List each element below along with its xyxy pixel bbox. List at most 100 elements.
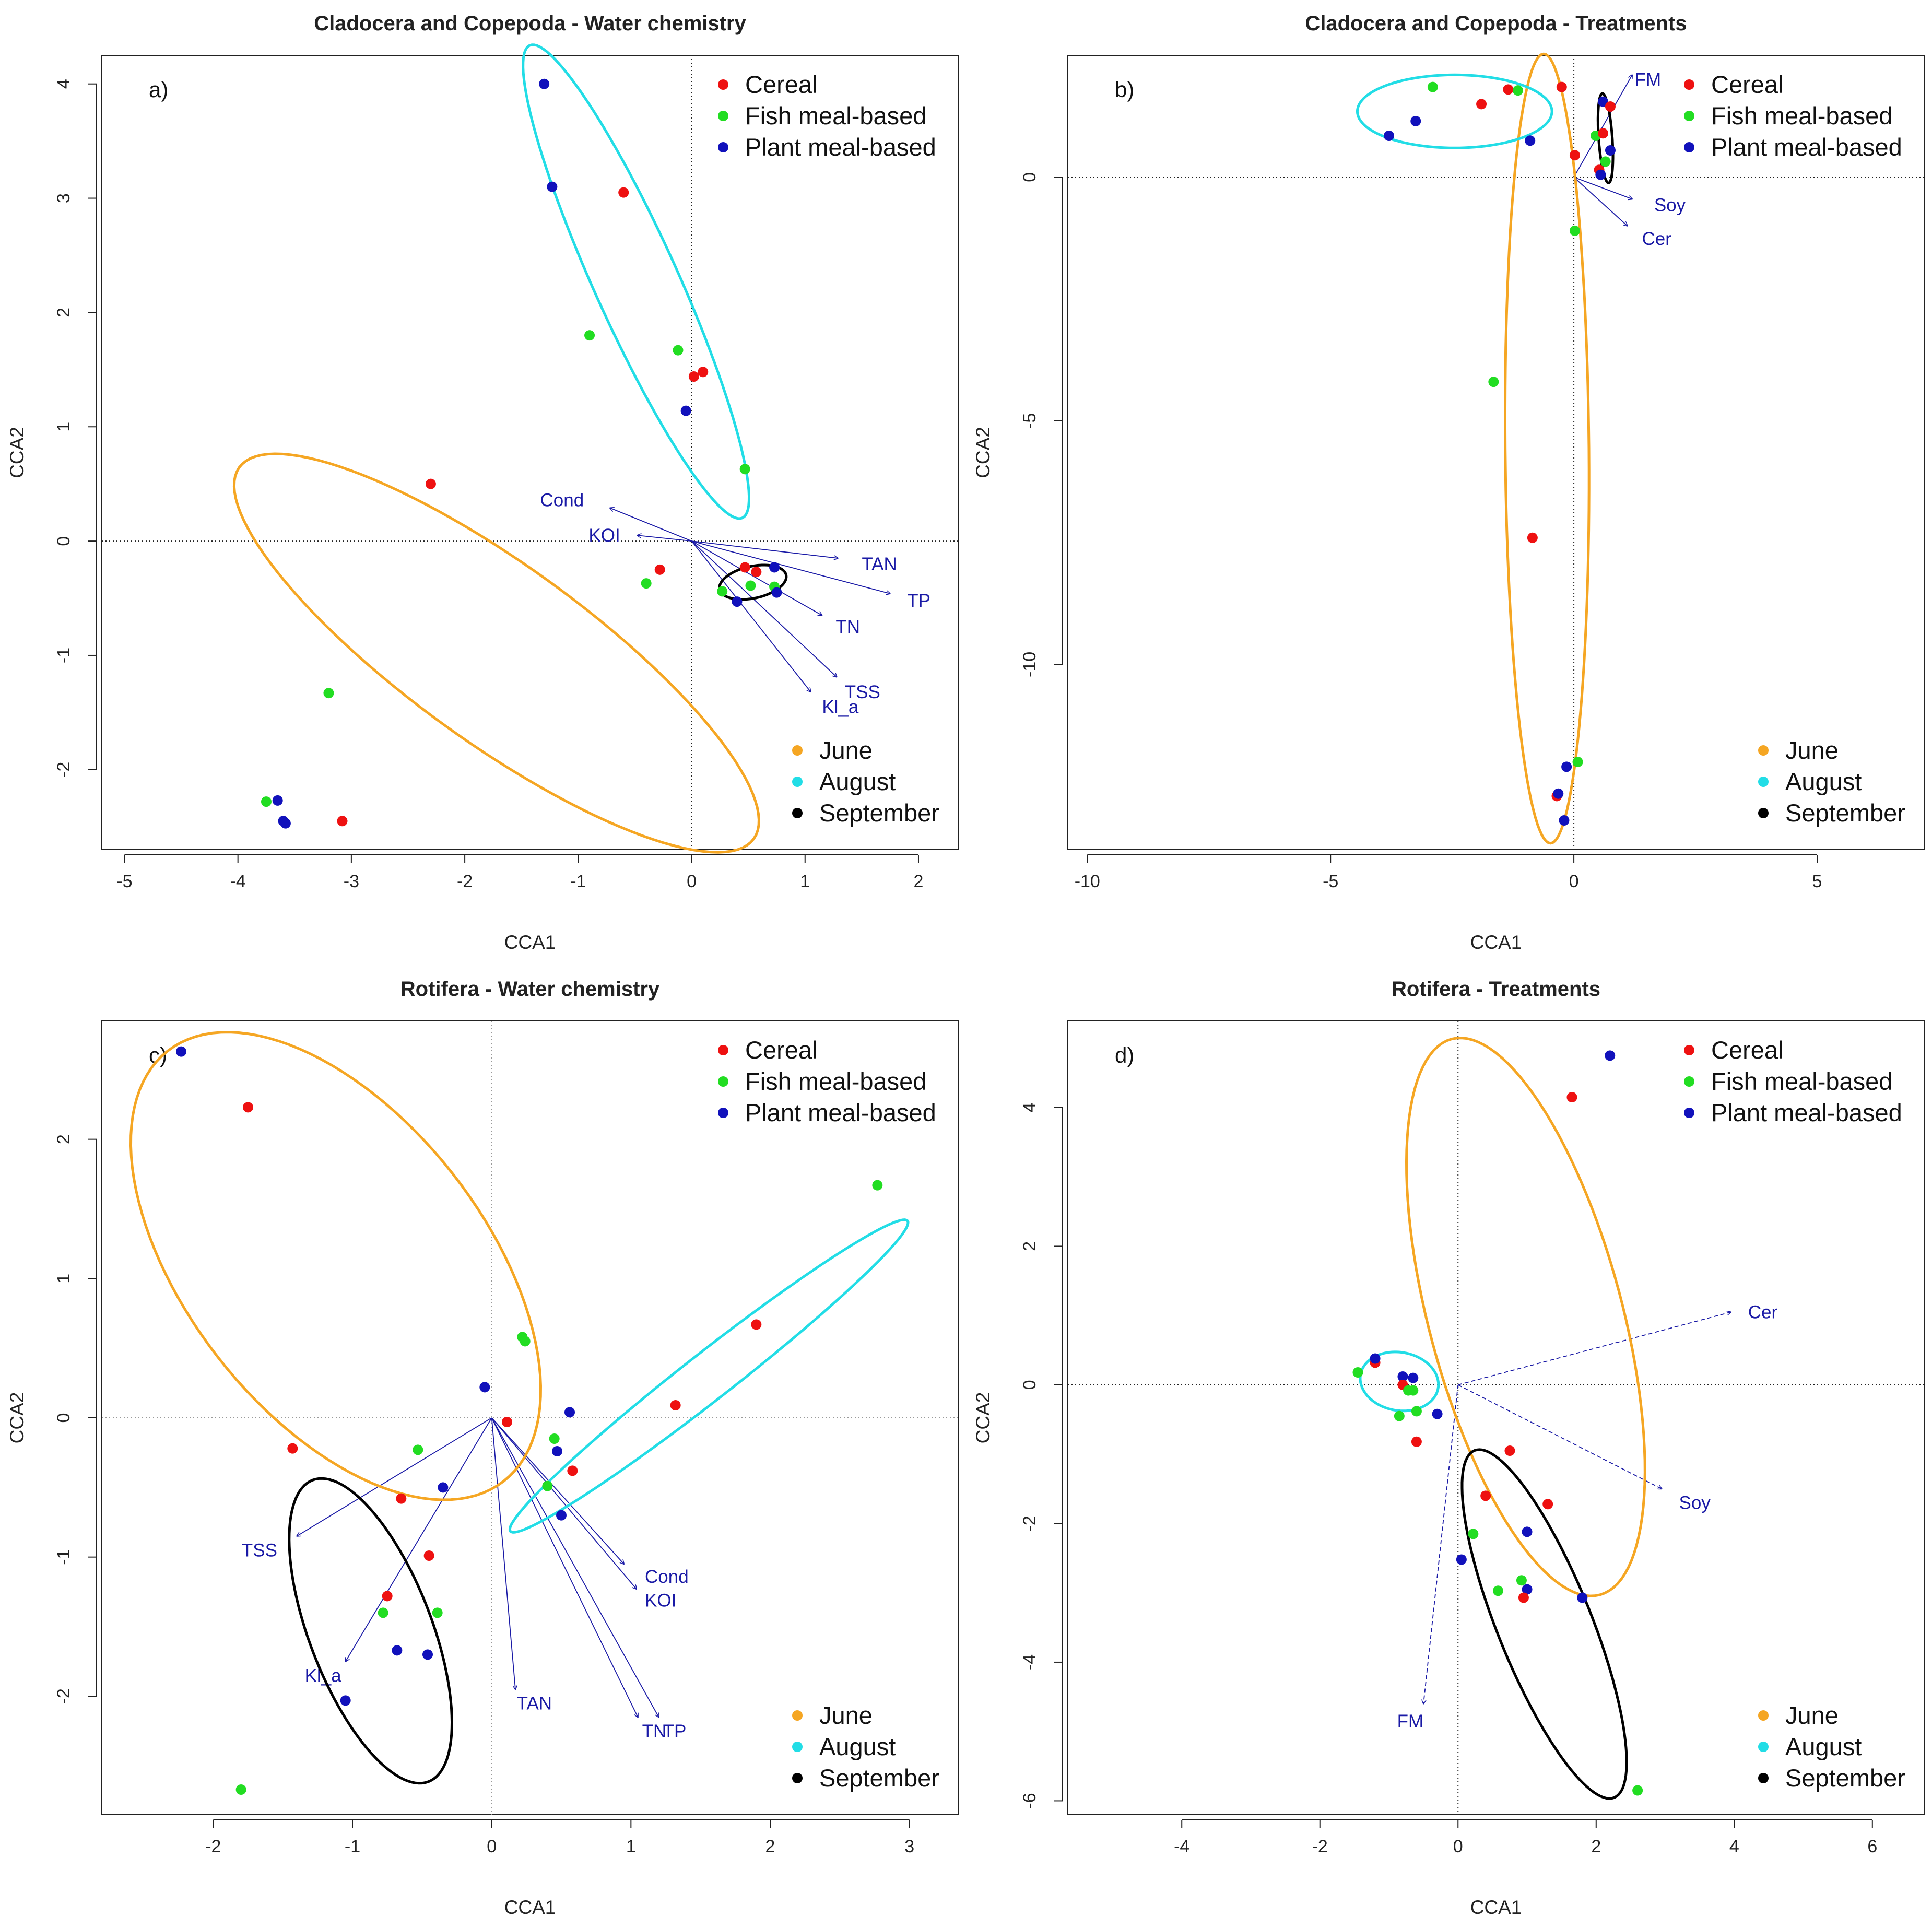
environment-vectors: Cer Soy FM xyxy=(1397,1302,1778,1732)
vector-arrow-cer xyxy=(1458,1312,1730,1385)
y-tick-label: -2 xyxy=(54,1688,74,1704)
legend-months: June August September xyxy=(1758,736,1905,827)
vector-arrow-tss xyxy=(691,540,837,677)
point-cereal xyxy=(1566,1092,1577,1103)
point-fish xyxy=(1492,1585,1503,1596)
legend-label: Cereal xyxy=(745,70,817,98)
point-cereal xyxy=(1480,1490,1491,1501)
legend-label: Cereal xyxy=(1711,1036,1783,1064)
y-tick-label: 1 xyxy=(54,1274,74,1284)
month-ellipses xyxy=(232,43,788,854)
point-cereal xyxy=(1542,1499,1553,1510)
point-plant xyxy=(732,596,743,607)
point-plant xyxy=(438,1482,449,1493)
legend-label: September xyxy=(1785,1764,1905,1792)
point-fish xyxy=(1352,1367,1363,1378)
point-cereal xyxy=(1503,84,1514,95)
x-tick-label: 2 xyxy=(1591,1837,1601,1856)
point-plant xyxy=(1522,1526,1533,1537)
y-tick-label: 2 xyxy=(54,1134,74,1144)
point-cereal xyxy=(396,1493,407,1504)
sample-points xyxy=(261,78,782,829)
point-plant xyxy=(272,795,283,806)
legend-marker-august xyxy=(1758,777,1769,787)
point-plant xyxy=(680,405,691,416)
legend-marker-june xyxy=(792,745,803,756)
x-tick-label: -5 xyxy=(116,872,132,891)
point-cereal xyxy=(1527,532,1538,543)
point-plant xyxy=(1605,1050,1616,1061)
legend-marker-september xyxy=(1758,1773,1769,1783)
point-plant xyxy=(1525,135,1536,146)
ellipse-june xyxy=(1405,1037,1646,1597)
y-tick-label: 1 xyxy=(54,422,74,432)
y-tick-label: -2 xyxy=(54,762,74,778)
x-tick-label: -2 xyxy=(457,872,473,891)
y-tick-label: -4 xyxy=(1020,1654,1040,1670)
point-fish xyxy=(520,1336,531,1347)
plot-frame xyxy=(101,55,959,850)
vector-arrow-fm xyxy=(1423,1384,1459,1704)
y-tick-label: -2 xyxy=(1020,1515,1040,1531)
vector-arrow-tn xyxy=(691,540,822,615)
point-fish xyxy=(1569,225,1580,236)
sample-points xyxy=(1352,1050,1643,1796)
legend-marker-september xyxy=(792,808,803,818)
x-axis-label: CCA1 xyxy=(1470,932,1522,953)
point-plant xyxy=(547,181,558,192)
vector-arrow-cond xyxy=(491,1417,624,1564)
chart-title: Cladocera and Copepoda - Treatments xyxy=(1305,12,1687,35)
x-tick-label: -4 xyxy=(1174,1837,1189,1856)
panel-d: Rotifera - Treatments -4 -2 0 2 4 6 CCA1 -6 -4 -2 0… xyxy=(972,978,1925,1916)
point-fish xyxy=(549,1433,560,1444)
y-tick-label: -5 xyxy=(1020,413,1040,429)
y-tick-label: -6 xyxy=(1020,1793,1040,1808)
legend-label: June xyxy=(1785,1701,1839,1729)
point-cereal xyxy=(1504,1445,1515,1456)
x-tick-label: -5 xyxy=(1323,872,1338,891)
legend-label: September xyxy=(819,1764,939,1792)
point-plant xyxy=(1522,1584,1533,1595)
point-fish xyxy=(1411,1406,1422,1417)
point-plant xyxy=(1456,1554,1467,1565)
x-tick-label: 4 xyxy=(1729,1837,1739,1856)
legend-label: August xyxy=(1785,768,1862,795)
point-cereal xyxy=(1556,81,1567,92)
point-plant xyxy=(1370,1353,1381,1364)
x-tick-label: 2 xyxy=(765,1837,775,1856)
sample-points xyxy=(1384,81,1616,826)
legend-label: Fish meal-based xyxy=(745,1067,926,1095)
ellipse-june xyxy=(232,452,760,854)
point-fish xyxy=(1468,1529,1479,1539)
vector-label-tn: TN xyxy=(642,1721,667,1742)
environment-vectors: FM Soy Cer xyxy=(1573,70,1686,249)
point-fish xyxy=(542,1480,553,1491)
point-plant xyxy=(479,1382,490,1393)
point-plant xyxy=(176,1046,186,1057)
legend-label: August xyxy=(1785,1733,1862,1760)
point-fish xyxy=(1516,1575,1527,1586)
x-tick-label: 0 xyxy=(1453,1837,1463,1856)
ellipse-june xyxy=(1504,52,1591,845)
point-fish xyxy=(641,578,652,589)
vector-arrow-kl_a xyxy=(691,540,811,692)
legend-label: Fish meal-based xyxy=(745,102,926,130)
y-tick-label: 0 xyxy=(1020,172,1040,182)
vector-arrow-tss xyxy=(297,1417,492,1536)
x-axis: -10 -5 0 5 xyxy=(1075,854,1822,891)
x-axis: -5 -4 -3 -2 -1 0 1 2 xyxy=(116,854,923,891)
legend-label: September xyxy=(819,799,939,827)
vector-arrow-koi xyxy=(637,535,692,542)
x-axis: -4 -2 0 2 4 6 xyxy=(1174,1819,1877,1856)
point-cereal xyxy=(1518,1592,1529,1603)
point-plant xyxy=(769,562,780,573)
legend-label: June xyxy=(819,1701,873,1729)
point-cereal xyxy=(243,1102,253,1113)
y-tick-label: -1 xyxy=(54,1549,74,1565)
y-axis-label: CCA2 xyxy=(972,427,994,478)
legend-label: June xyxy=(1785,736,1839,764)
y-tick-label: 0 xyxy=(54,1413,74,1423)
x-tick-label: 5 xyxy=(1812,872,1822,891)
point-plant xyxy=(1577,1592,1588,1603)
